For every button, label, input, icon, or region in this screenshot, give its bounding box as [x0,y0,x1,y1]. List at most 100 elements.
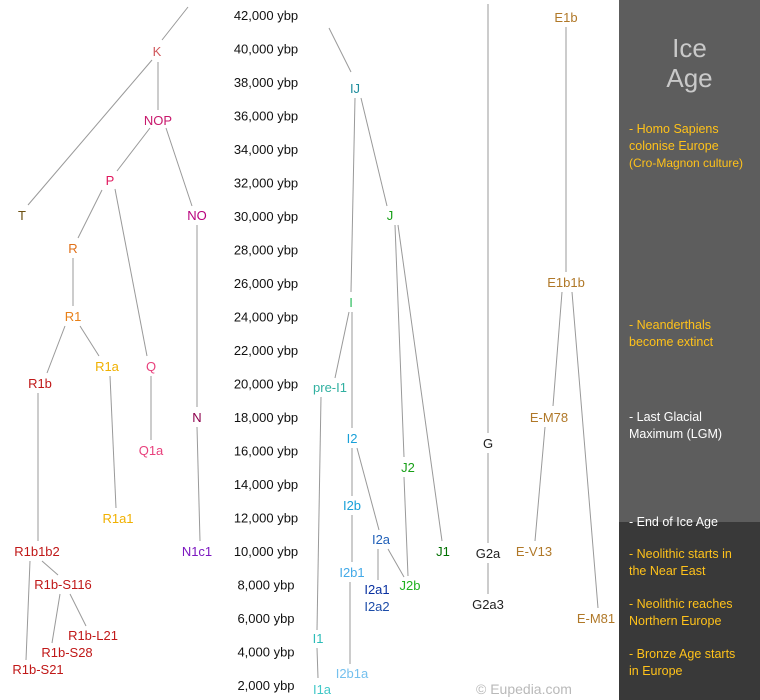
note-line: - End of Ice Age [629,515,718,529]
lineage-line [116,127,151,172]
note-line: - Neolithic reaches [629,597,733,611]
haplogroup-g: G [483,436,493,451]
note-line: - Last Glacial [629,410,702,424]
haplogroup-j1: J1 [436,544,450,559]
note-last-glacial-maximum: - Last Glacial Maximum (LGM) [629,409,757,443]
haplogroup-labels: T K NOP P NO R R1 R1a R1b Q Q1a N N1c1 R1a1 R1b1b2 R1b-… [12,10,615,697]
year-label: 24,000 ybp [234,310,298,325]
haplogroup-e-m81: E-M81 [577,611,615,626]
haplogroup-q: Q [146,359,156,374]
lineage-line [161,6,189,41]
year-label: 4,000 ybp [237,645,294,660]
lineage-line [552,291,563,407]
haplogroup-r1a: R1a [95,359,120,374]
year-label: 36,000 ybp [234,109,298,124]
haplogroup-q1a: Q1a [139,443,164,458]
note-bronze-age: - Bronze Age starts in Europe [629,646,757,680]
year-label: 2,000 ybp [237,678,294,693]
haplogroup-r1b-l21: R1b-L21 [68,628,118,643]
haplogroup-g2a3: G2a3 [472,597,504,612]
lineage-line [109,375,117,509]
haplogroup-n1c1: N1c1 [182,544,212,559]
note-neanderthals: - Neanderthals become extinct [629,317,757,351]
lineage-line [397,224,443,542]
year-label: 22,000 ybp [234,343,298,358]
year-label: 30,000 ybp [234,209,298,224]
haplogroup-i2a2: I2a2 [364,599,389,614]
haplogroup-no: NO [187,208,207,223]
lineage-line [403,476,409,577]
note-line: - Neolithic starts in [629,547,732,561]
note-homo-sapiens: - Homo Sapiens colonise Europe (Cro-Magn… [629,121,757,172]
haplogroup-i2a1: I2a1 [364,582,389,597]
lineage-line [328,27,352,73]
lineage-line [387,548,405,578]
lineage-line [51,593,61,644]
lineage-line [114,188,148,357]
haplogroup-i: I [349,295,353,310]
year-label: 8,000 ybp [237,578,294,593]
year-label: 26,000 ybp [234,276,298,291]
lineage-line [316,396,322,631]
note-line: - Homo Sapiens [629,122,719,136]
note-line: Maximum (LGM) [629,427,723,441]
note-line: - Neanderthals [629,318,711,332]
haplogroup-nop: NOP [144,113,172,128]
year-label: 42,000 ybp [234,8,298,23]
haplogroup-k: K [153,44,162,59]
haplogroup-r1b-s116: R1b-S116 [34,577,92,592]
haplogroup-e-m78: E-M78 [530,410,568,425]
note-line: the Near East [629,564,706,578]
lineage-line [571,291,599,609]
note-line: (Cro-Magnon culture) [629,156,744,170]
haplogroup-t: T [18,208,26,223]
haplogroup-i2b: I2b [343,498,361,513]
haplogroup-i2b1a: I2b1a [336,666,369,681]
year-axis: 42,000 ybp 40,000 ybp 38,000 ybp 36,000 ybp… [234,8,298,693]
lineage-line [360,97,388,207]
ice-age-panel [619,0,760,522]
lineage-line [394,224,405,458]
year-label: 18,000 ybp [234,410,298,425]
haplogroup-r1b-s21: R1b-S21 [12,662,63,677]
haplogroup-r: R [68,241,77,256]
haplogroup-r1: R1 [65,309,82,324]
year-label: 40,000 ybp [234,42,298,57]
lineage-line [534,426,546,542]
tree-edges [25,4,599,679]
ice-age-title-line1: Ice [672,33,707,63]
lineage-line [334,311,350,379]
haplogroup-e1b1b: E1b1b [547,275,585,290]
haplogroup-i2a: I2a [372,532,391,547]
note-neolithic-near-east: - Neolithic starts in the Near East [629,546,757,580]
lineage-line [69,593,87,627]
year-label: 14,000 ybp [234,477,298,492]
note-line: become extinct [629,335,714,349]
lineage-line [350,97,356,293]
haplogroup-n: N [192,410,201,425]
haplogroup-r1b: R1b [28,376,52,391]
lineage-line [27,59,153,206]
note-neolithic-northern-europe: - Neolithic reaches Northern Europe [629,596,757,630]
haplogroup-g2a: G2a [476,546,501,561]
lineage-line [25,560,31,661]
note-end-of-ice-age: - End of Ice Age [629,514,757,531]
haplogroup-r1b-s28: R1b-S28 [41,645,92,660]
note-line: - Bronze Age starts [629,647,736,661]
lineage-line [316,647,319,679]
haplogroup-e1b: E1b [554,10,577,25]
haplogroup-r1a1: R1a1 [102,511,133,526]
lineage-line [79,325,100,357]
year-label: 12,000 ybp [234,511,298,526]
year-label: 32,000 ybp [234,176,298,191]
year-label: 6,000 ybp [237,611,294,626]
year-label: 16,000 ybp [234,444,298,459]
haplogroup-pre-i1: pre-I1 [313,380,347,395]
lineage-line [356,447,380,531]
haplogroup-i2: I2 [347,431,358,446]
lineage-line [77,189,103,239]
haplogroup-r1b1b2: R1b1b2 [14,544,60,559]
year-label: 34,000 ybp [234,142,298,157]
